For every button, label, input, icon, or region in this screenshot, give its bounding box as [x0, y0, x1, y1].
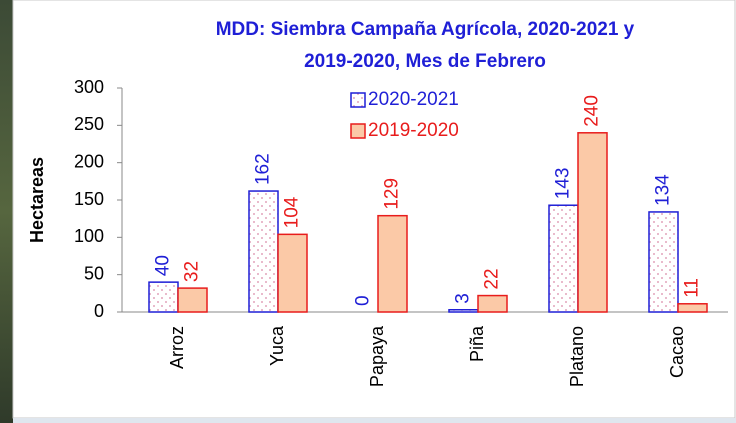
data-label: 11 [682, 278, 703, 298]
x-tick-label: Arroz [167, 326, 187, 369]
bar [577, 132, 608, 313]
bar [548, 204, 579, 313]
bar [677, 303, 708, 313]
x-tick-label: Papaya [367, 325, 387, 387]
data-label: 143 [553, 168, 574, 200]
x-tick-label: Platano [567, 326, 587, 387]
data-label: 40 [153, 255, 174, 276]
data-label: 134 [653, 174, 674, 206]
y-axis-label: Hectareas [27, 157, 47, 243]
bar [377, 214, 408, 313]
data-label: 129 [382, 178, 403, 210]
bar [648, 211, 679, 313]
legend-swatch [350, 123, 366, 139]
data-label: 104 [282, 196, 303, 228]
y-tick-label: 100 [74, 226, 104, 246]
x-tick-label: Cacao [667, 326, 687, 378]
bar [248, 190, 279, 313]
y-tick-label: 150 [74, 189, 104, 209]
data-label: 32 [182, 261, 203, 282]
chart-title: 2019-2020, Mes de Febrero [304, 51, 546, 72]
data-label: 0 [353, 295, 374, 306]
x-tick-label: Yuca [267, 325, 287, 366]
y-tick-label: 200 [74, 151, 104, 171]
legend-swatch [350, 92, 366, 108]
data-label: 162 [253, 153, 274, 185]
chart-title: MDD: Siembra Campaña Agrícola, 2020-2021… [216, 19, 635, 40]
bar [148, 281, 179, 313]
y-tick-label: 300 [74, 77, 104, 97]
background-photo [0, 0, 13, 423]
x-tick-label: Piña [467, 325, 487, 362]
y-tick-label: 0 [94, 301, 104, 321]
bottom-strip [13, 418, 736, 423]
bar [477, 294, 508, 313]
y-tick-label: 250 [74, 114, 104, 134]
data-label: 3 [453, 293, 474, 304]
legend-label: 2019-2020 [368, 120, 459, 141]
legend-label: 2020-2021 [368, 89, 459, 110]
y-tick-label: 50 [84, 263, 104, 283]
bar [277, 233, 308, 313]
chart-frame [12, 0, 736, 419]
bar [177, 287, 208, 313]
data-label: 22 [482, 268, 503, 289]
bar [448, 309, 479, 313]
data-label: 240 [582, 95, 603, 127]
